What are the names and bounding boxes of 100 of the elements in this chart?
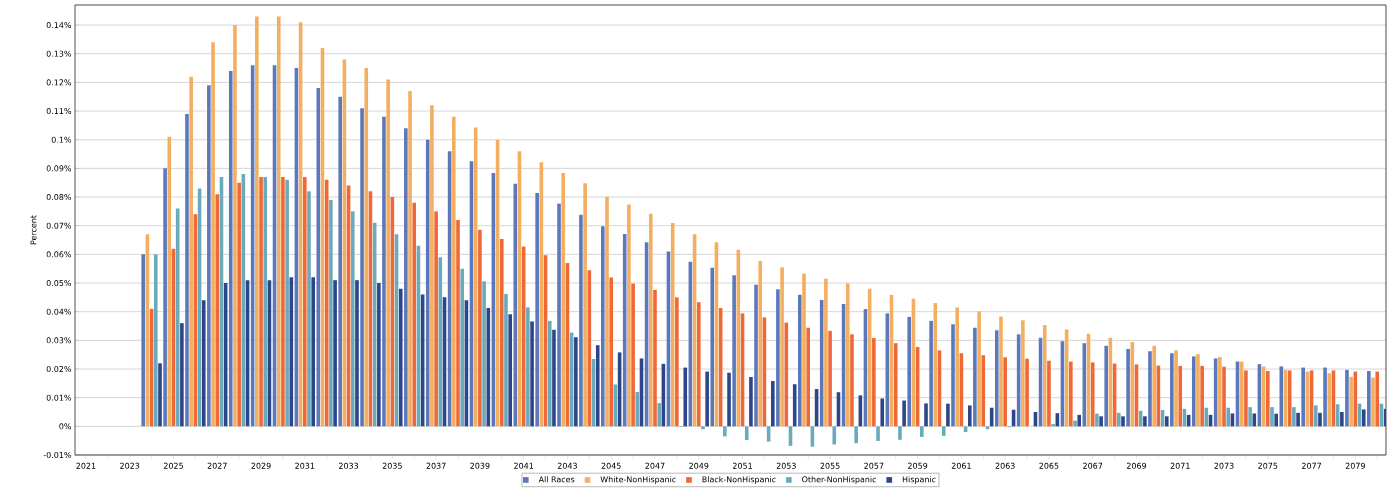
bar <box>1222 366 1226 427</box>
bar <box>648 213 653 427</box>
bar <box>1200 365 1204 427</box>
bar <box>1239 361 1244 427</box>
bar <box>1121 416 1125 427</box>
bar <box>1143 416 1147 427</box>
bar <box>880 398 885 427</box>
bar <box>601 226 605 427</box>
bar <box>350 211 355 427</box>
bar <box>696 302 701 427</box>
bar <box>1270 407 1274 427</box>
bar <box>404 128 408 427</box>
bar <box>1313 405 1318 427</box>
bar <box>946 403 950 427</box>
bar <box>259 176 263 427</box>
bar <box>180 323 184 427</box>
bar <box>1248 407 1252 427</box>
bar <box>1340 412 1344 427</box>
bar <box>333 280 337 427</box>
bar <box>478 229 482 427</box>
bar <box>1292 407 1296 427</box>
bar <box>705 371 709 427</box>
bar <box>977 311 981 427</box>
bar <box>723 426 727 437</box>
bar <box>557 203 561 427</box>
bar <box>898 426 902 440</box>
bar <box>579 214 583 427</box>
bar <box>994 330 999 427</box>
bar <box>653 289 657 427</box>
bar <box>1073 420 1077 427</box>
bar <box>1178 365 1183 427</box>
bar <box>355 280 359 427</box>
bar <box>141 254 145 427</box>
bar <box>311 277 316 427</box>
bar <box>1191 356 1196 427</box>
bar <box>360 108 364 427</box>
bar <box>1371 377 1375 427</box>
bar <box>185 113 189 427</box>
bar <box>456 219 460 427</box>
bar <box>1164 416 1169 427</box>
bar <box>1095 413 1099 427</box>
bar <box>530 321 534 427</box>
bar <box>893 343 898 427</box>
bar <box>1196 354 1200 427</box>
bar <box>233 25 237 427</box>
bar <box>605 196 609 427</box>
bar <box>504 293 508 427</box>
bar <box>211 42 215 427</box>
bar <box>727 372 731 427</box>
bar <box>1266 371 1270 427</box>
bar <box>583 183 587 427</box>
bar <box>732 275 736 427</box>
bar <box>255 16 259 427</box>
bar <box>412 202 417 427</box>
bar <box>228 70 233 427</box>
bar <box>386 79 390 427</box>
bar <box>508 314 512 427</box>
bar <box>631 283 635 427</box>
bar <box>1130 342 1135 427</box>
bar <box>749 377 753 427</box>
bar <box>627 204 631 427</box>
bar <box>215 194 220 427</box>
bar <box>482 281 486 427</box>
bar <box>1117 412 1121 427</box>
bar <box>281 176 285 427</box>
bar <box>316 88 321 427</box>
bar <box>552 329 556 427</box>
bar <box>806 327 810 427</box>
bar <box>425 139 430 427</box>
bar <box>780 267 784 427</box>
bar <box>1069 361 1073 427</box>
bar <box>845 283 850 427</box>
bar <box>1244 370 1248 427</box>
bar <box>1025 358 1029 427</box>
bar <box>1051 424 1055 427</box>
bar <box>792 384 797 427</box>
bar <box>547 320 552 427</box>
bar <box>1274 413 1278 427</box>
bar <box>377 283 381 427</box>
bar <box>1174 350 1178 427</box>
bar <box>941 426 946 436</box>
bar <box>163 168 167 427</box>
bar <box>513 183 518 427</box>
bar <box>876 426 880 441</box>
bar <box>929 320 933 427</box>
bar <box>276 16 281 427</box>
bar <box>924 403 928 427</box>
bar <box>167 136 172 427</box>
bar <box>398 288 403 427</box>
bar <box>920 426 924 437</box>
bar <box>981 355 986 427</box>
bar <box>850 334 854 427</box>
bar <box>701 426 705 430</box>
bar <box>1170 353 1174 427</box>
bar <box>710 267 715 427</box>
bar <box>408 90 412 427</box>
bar <box>201 300 206 427</box>
bar <box>1349 376 1353 427</box>
bar <box>154 254 158 427</box>
bar <box>758 260 763 427</box>
